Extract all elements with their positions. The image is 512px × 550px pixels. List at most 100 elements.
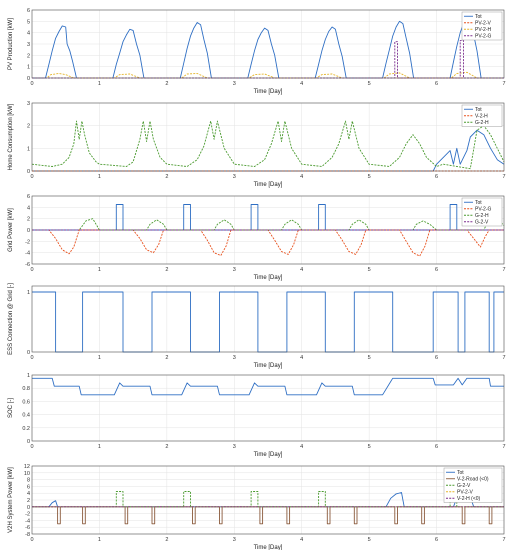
x-tick-label: 2 [165, 355, 168, 361]
y-tick-label: 10 [24, 471, 30, 477]
y-tick-label: 5 [27, 19, 30, 25]
y-axis-label: PV Production [kW] [8, 18, 14, 70]
plot-area [32, 286, 504, 352]
panel-1: 0 1 2 3 4 5 6 7 0 1 2 3 Time [Day] Home Consumption [… [8, 101, 506, 188]
x-tick-label: 4 [300, 355, 303, 361]
x-axis-label: Time [Day] [254, 89, 283, 95]
x-tick-label: 7 [502, 81, 505, 87]
x-tick-label: 3 [233, 81, 236, 87]
x-tick-label: 4 [300, 267, 303, 273]
legend-entry: G-2-V [475, 220, 489, 226]
x-tick-label: 4 [300, 81, 303, 87]
x-axis-label: Time [Day] [254, 363, 283, 369]
panel-0: 0 1 2 3 4 5 6 7 0 1 2 3 4 5 6 Time [Day] PV Production [… [8, 8, 506, 95]
y-tick-label: 4 [27, 205, 30, 211]
y-tick-label: 0.4 [22, 413, 30, 419]
y-tick-label: 0.2 [22, 426, 30, 432]
plot-area [32, 375, 504, 441]
x-axis-label: Time [Day] [254, 452, 283, 458]
x-tick-label: 0 [30, 537, 33, 543]
y-tick-label: 2 [27, 498, 30, 504]
x-tick-label: 5 [368, 81, 371, 87]
x-tick-label: 5 [368, 537, 371, 543]
series-line-3 [32, 40, 504, 79]
legend-entry: PV-2-G [475, 207, 492, 213]
x-tick-label: 2 [165, 81, 168, 87]
legend-entry: G-2-V [457, 483, 471, 489]
y-tick-label: 6 [27, 484, 30, 490]
x-tick-label: 2 [165, 537, 168, 543]
plot-frame [31, 102, 505, 172]
x-tick-label: 7 [502, 355, 505, 361]
y-tick-label: 2 [27, 124, 30, 130]
y-tick-label: -2 [25, 239, 30, 245]
legend-entry: V-2-H (<0) [457, 496, 481, 502]
x-tick-label: 1 [98, 537, 101, 543]
y-axis-label: V2H System Power [kW] [8, 467, 14, 533]
x-tick-label: 7 [502, 537, 505, 543]
x-axis-label: Time [Day] [254, 545, 283, 550]
x-tick-label: 1 [98, 444, 101, 450]
y-tick-label: 0 [27, 505, 30, 511]
x-tick-label: 7 [502, 444, 505, 450]
x-tick-label: 7 [502, 267, 505, 273]
legend-entry: PV-2-G [475, 34, 492, 40]
x-tick-label: 0 [30, 267, 33, 273]
y-tick-label: 2 [27, 217, 30, 223]
y-tick-label: -8 [25, 532, 30, 538]
x-tick-label: 2 [165, 267, 168, 273]
legend-entry: V-2-H [475, 114, 488, 120]
legend-entry: G-2-H [475, 213, 489, 219]
plot-area [32, 103, 504, 171]
y-tick-label: 4 [27, 31, 30, 37]
x-tick-label: 1 [98, 174, 101, 180]
x-tick-label: 6 [435, 267, 438, 273]
legend-entry: PV-2-H [475, 27, 492, 33]
legend-entry: G-2-H [475, 120, 489, 126]
y-tick-label: 4 [27, 491, 30, 497]
y-tick-label: 1 [27, 290, 30, 296]
series-line-0 [32, 204, 504, 231]
legend-entry: Tot [457, 470, 464, 476]
y-tick-label: 0 [27, 439, 30, 445]
x-tick-label: 7 [502, 174, 505, 180]
x-tick-label: 6 [435, 355, 438, 361]
x-tick-label: 3 [233, 444, 236, 450]
legend-entry: Tot [475, 14, 482, 20]
y-tick-label: 3 [27, 42, 30, 48]
y-tick-label: 0.6 [22, 399, 30, 405]
x-tick-label: 6 [435, 174, 438, 180]
y-tick-label: -6 [25, 525, 30, 531]
x-tick-label: 5 [368, 444, 371, 450]
panel-3: 0 1 2 3 4 5 6 7 0 1 Time [Day] ESS Connection @ Gri… [8, 283, 506, 369]
x-axis-label: Time [Day] [254, 275, 283, 281]
x-tick-label: 3 [233, 267, 236, 273]
y-axis-label: Home Consumption [kW] [8, 103, 14, 170]
y-tick-label: 0.8 [22, 386, 30, 392]
x-tick-label: 5 [368, 174, 371, 180]
x-tick-label: 3 [233, 355, 236, 361]
y-tick-label: 8 [27, 478, 30, 484]
plot-frame [31, 285, 505, 353]
legend-entry: PV-2-V [475, 21, 492, 27]
x-tick-label: 2 [165, 444, 168, 450]
plot-frame [31, 195, 505, 265]
x-tick-label: 0 [30, 174, 33, 180]
y-tick-label: 6 [27, 8, 30, 14]
x-tick-label: 0 [30, 81, 33, 87]
plot-frame [31, 465, 505, 535]
y-tick-label: 3 [27, 101, 30, 107]
legend-entry: PV-2-V [457, 490, 474, 496]
y-axis-label: SOC [-] [8, 398, 14, 418]
x-tick-label: 1 [98, 267, 101, 273]
x-tick-label: 3 [233, 537, 236, 543]
series-line-0 [32, 377, 504, 396]
x-tick-label: 0 [30, 355, 33, 361]
y-tick-label: 2 [27, 53, 30, 59]
y-tick-label: 6 [27, 194, 30, 200]
x-tick-label: 6 [435, 537, 438, 543]
y-tick-label: 0 [27, 76, 30, 82]
